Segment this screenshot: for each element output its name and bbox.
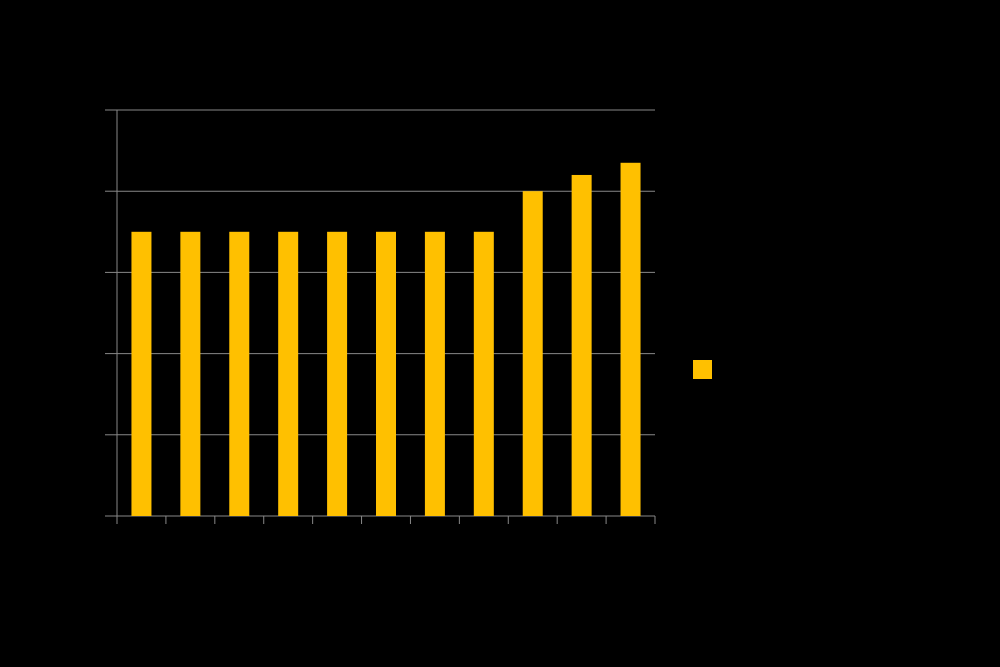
- bar: [278, 231, 299, 517]
- bar: [620, 162, 641, 516]
- bar: [180, 231, 201, 517]
- bar: [571, 174, 592, 516]
- bar: [473, 231, 494, 517]
- legend-swatch: [693, 360, 712, 379]
- bar: [424, 231, 445, 517]
- bar: [229, 231, 250, 517]
- bar: [131, 231, 152, 517]
- bar: [327, 231, 348, 517]
- bar: [522, 191, 543, 516]
- bar: [376, 231, 396, 517]
